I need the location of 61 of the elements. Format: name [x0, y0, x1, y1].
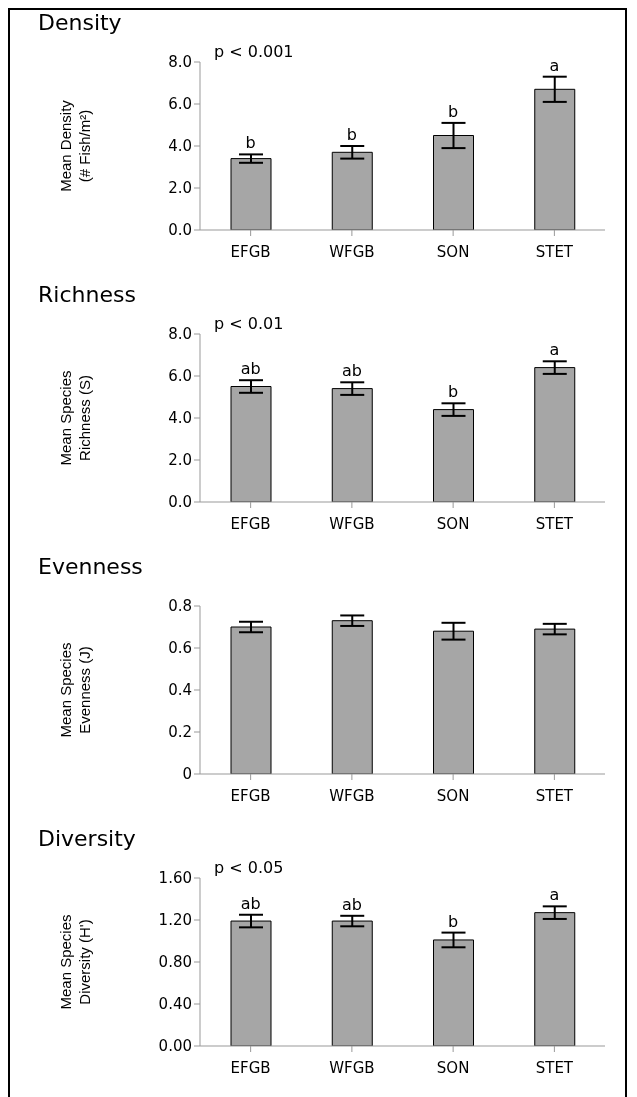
y-tick-label: 0.8 [168, 597, 192, 616]
y-axis-title: Mean Species Evenness (J) [57, 642, 93, 738]
y-tick-label: 0.0 [168, 221, 192, 240]
annotation: a [549, 55, 560, 75]
chart-title: Evenness [37, 554, 144, 581]
x-tick-label: STET [535, 242, 574, 261]
y-tick-label: 4.0 [168, 409, 192, 428]
x-tick-label: SON [436, 786, 470, 805]
annotation: ab [341, 894, 362, 914]
annotation: ab [240, 359, 261, 379]
y-tick-label: 0 [182, 765, 192, 784]
y-tick-label: 2.0 [168, 451, 192, 470]
annotation: b [346, 125, 357, 144]
x-tick-label: EFGB [230, 514, 271, 533]
text: p < 0.01 [214, 314, 284, 333]
y-tick-label: 0.00 [158, 1037, 192, 1056]
annotation: b [448, 101, 459, 121]
x-tick-label: WFGB [329, 242, 375, 261]
y-axis-title: Mean Density (# Fish/m²) [57, 99, 93, 192]
y-axis-title: Mean Species Diversity (H') [57, 914, 93, 1010]
y-tick-label: 4.0 [168, 137, 192, 156]
y-tick-label: 0.2 [168, 723, 192, 742]
chart-title: Density [37, 10, 123, 37]
x-tick-label: EFGB [230, 242, 271, 261]
y-tick-label: 0.0 [168, 493, 192, 512]
bar [230, 158, 272, 230]
y-tick-label: 1.20 [158, 911, 192, 930]
y-tick-label: 8.0 [168, 325, 192, 344]
y-tick-label: 8.0 [168, 53, 192, 72]
chart-title: Richness [37, 282, 137, 309]
annotation: b [245, 133, 256, 153]
y-tick-label: 0.6 [168, 639, 192, 658]
x-tick-label: SON [436, 1058, 470, 1077]
y-tick-label: 1.60 [158, 869, 192, 888]
x-tick-label: EFGB [230, 786, 271, 805]
annotation: b [448, 911, 459, 931]
text: p < 0.05 [214, 858, 284, 877]
x-tick-label: WFGB [329, 1058, 375, 1077]
y-tick-label: 2.0 [168, 179, 192, 198]
y-tick-label: 0.40 [158, 995, 192, 1014]
x-tick-label: EFGB [230, 1058, 271, 1077]
y-axis-title: Mean Species Richness (S) [57, 370, 93, 466]
text: p < 0.001 [214, 42, 294, 61]
x-tick-label: STET [535, 786, 574, 805]
annotation: ab [341, 361, 362, 381]
chart-title: Diversity [37, 826, 137, 853]
annotation: b [448, 382, 459, 402]
x-tick-label: WFGB [329, 514, 375, 533]
y-tick-label: 6.0 [168, 367, 192, 386]
x-tick-label: STET [535, 514, 574, 533]
annotation: a [549, 885, 560, 905]
y-tick-label: 0.4 [168, 681, 192, 700]
bar [331, 920, 373, 1046]
annotation: a [549, 340, 560, 360]
y-tick-label: 0.80 [158, 953, 192, 972]
x-tick-label: SON [436, 242, 470, 261]
x-tick-label: WFGB [329, 786, 375, 805]
y-tick-label: 6.0 [168, 95, 192, 114]
annotation: ab [240, 893, 261, 913]
x-tick-label: STET [535, 1058, 574, 1077]
x-tick-label: SON [436, 514, 470, 533]
